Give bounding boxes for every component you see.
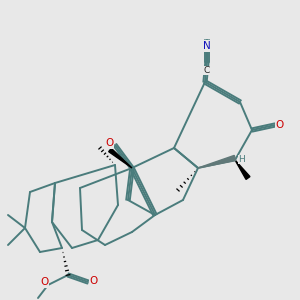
Text: H: H [238, 155, 245, 164]
Text: N: N [203, 41, 211, 51]
Text: O: O [90, 275, 98, 286]
Text: C: C [203, 66, 209, 75]
Polygon shape [198, 155, 236, 168]
Text: O: O [275, 120, 284, 130]
Polygon shape [109, 148, 132, 168]
Polygon shape [235, 160, 250, 179]
Text: O: O [40, 277, 49, 287]
Text: O: O [106, 139, 114, 148]
